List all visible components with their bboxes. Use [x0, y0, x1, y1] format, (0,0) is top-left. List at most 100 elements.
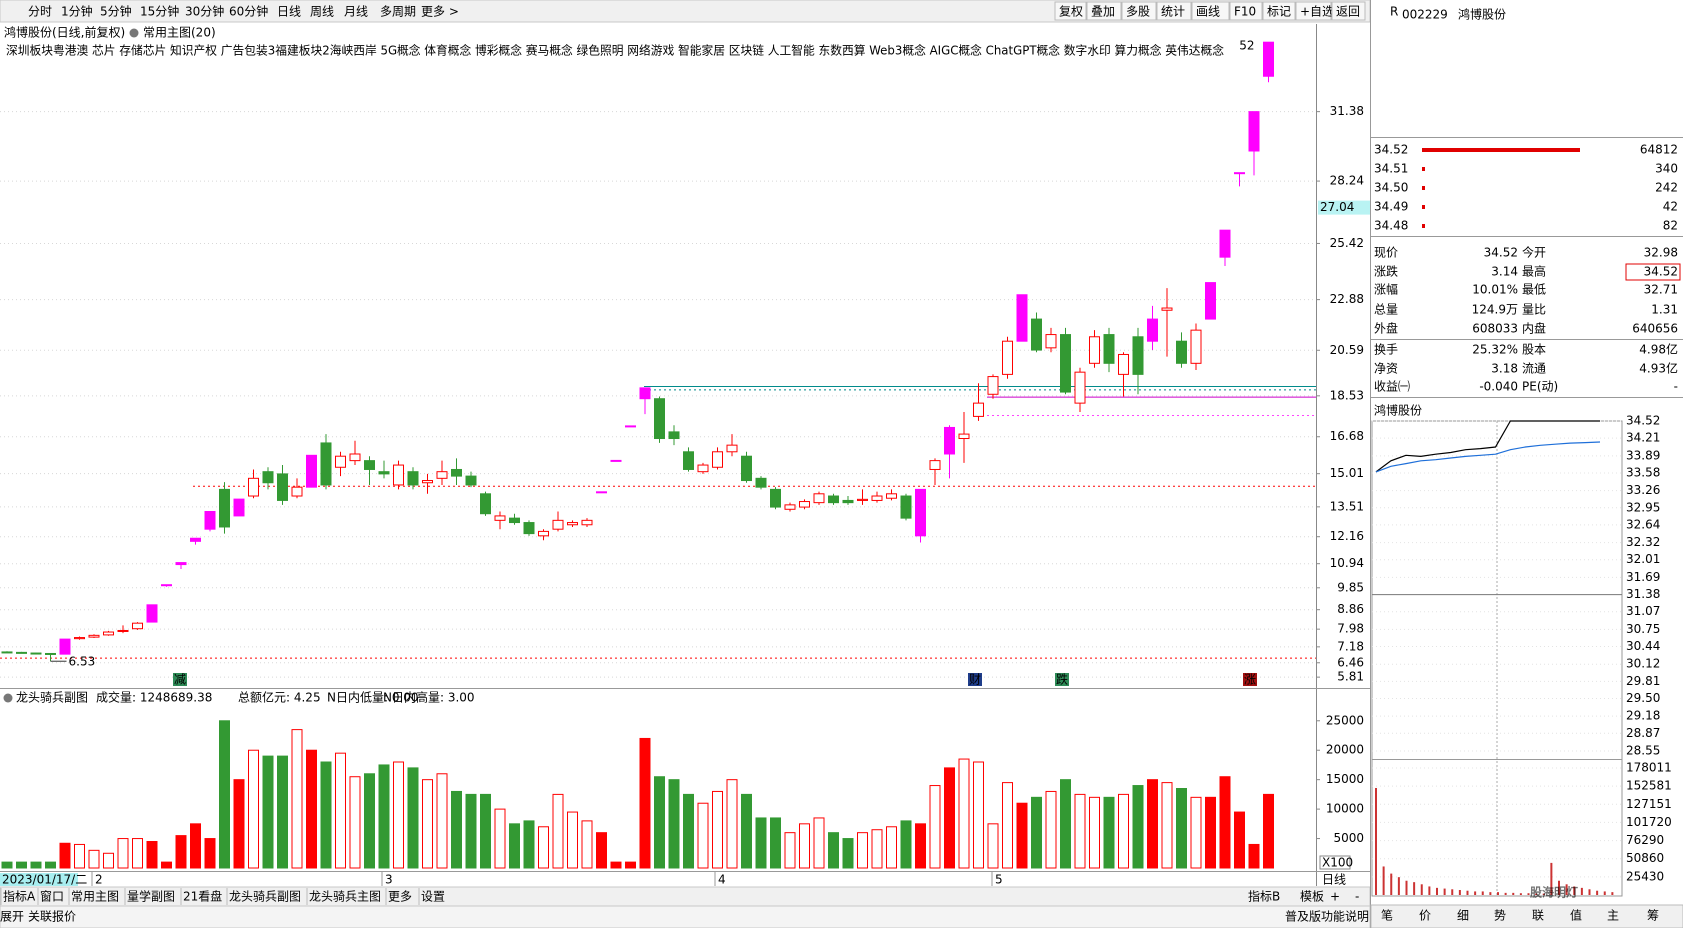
quote-value: 124.9万	[1472, 303, 1518, 317]
volume-bar	[1002, 782, 1013, 869]
period-tab[interactable]: 5分钟	[100, 4, 132, 19]
status-item[interactable]: 关联报价	[28, 909, 76, 924]
candle-body	[596, 491, 607, 494]
period-tab[interactable]: 1分钟	[61, 4, 93, 19]
intraday-line	[1375, 420, 1600, 473]
candle-body	[1132, 336, 1144, 375]
y-tick-label: 20.59	[1330, 343, 1364, 357]
tool-button[interactable]	[1262, 1, 1296, 21]
bottom-tab[interactable]: 更多	[388, 890, 412, 904]
bottom-tab[interactable]: 龙头骑兵主图	[309, 890, 381, 904]
y-tick-label: 5000	[1333, 831, 1364, 845]
period-tab[interactable]: 60分钟	[229, 4, 268, 19]
status-item[interactable]: 展开	[0, 910, 24, 924]
tool-button[interactable]	[1331, 1, 1366, 21]
period-tab[interactable]: 15分钟	[140, 4, 179, 19]
candle-body	[581, 519, 593, 526]
quote-tab[interactable]: 细	[1457, 909, 1469, 923]
volume-bar	[1234, 811, 1245, 869]
quote-tab[interactable]: 主	[1607, 909, 1619, 923]
volume-bar	[1074, 793, 1086, 869]
quote-label: 收益㈠	[1374, 380, 1410, 394]
bid-volume: 340	[1655, 162, 1678, 176]
volume-bar	[755, 817, 767, 869]
candle-body	[697, 464, 709, 473]
quote-tab[interactable]: 联	[1532, 909, 1544, 923]
tool-button[interactable]	[1086, 1, 1122, 21]
bid-price: 34.52	[1374, 143, 1408, 157]
tool-label[interactable]: 叠加	[1091, 5, 1115, 19]
candle-body	[973, 402, 984, 417]
period-tab[interactable]: 更多 >	[421, 5, 459, 19]
candle-body	[190, 537, 201, 542]
bottom-tab[interactable]: -	[1355, 890, 1359, 904]
bottom-tab[interactable]: 指标B	[1248, 889, 1280, 904]
quote-value: 4.93亿	[1639, 361, 1678, 376]
mini-y-label: 31.69	[1626, 570, 1660, 584]
tool-button[interactable]	[1156, 1, 1192, 21]
bottom-tab[interactable]: 常用主图	[71, 890, 119, 904]
volume-bar	[378, 764, 390, 869]
tool-button[interactable]	[1191, 1, 1230, 21]
tool-label[interactable]: 画线	[1196, 5, 1220, 19]
bottom-tab[interactable]: 模板	[1300, 890, 1324, 904]
tool-label[interactable]: +自选	[1300, 5, 1334, 19]
quote-tab[interactable]: 笔	[1381, 908, 1393, 923]
tool-label[interactable]: 返回	[1336, 5, 1360, 19]
candle-body	[320, 442, 332, 486]
mini-vol-bar	[1573, 886, 1576, 895]
volume-bar	[45, 861, 56, 869]
mini-vol-bar	[1420, 884, 1423, 895]
candle-body	[74, 637, 85, 640]
tool-label[interactable]: 复权	[1059, 5, 1083, 19]
tool-label[interactable]: 多股	[1126, 5, 1150, 19]
volume-bar	[683, 793, 694, 869]
volume-bar	[335, 752, 346, 869]
volume-bar	[233, 779, 245, 869]
period-tab[interactable]: 周线	[310, 5, 334, 19]
quote-tab[interactable]: 值	[1570, 908, 1582, 923]
quote-label: 涨跌	[1374, 264, 1398, 279]
period-tab[interactable]: 日线	[277, 5, 301, 19]
tool-label[interactable]: 标记	[1267, 5, 1291, 19]
mini-y-label: 33.26	[1626, 483, 1660, 497]
candle-body	[1103, 334, 1115, 364]
bottom-tab[interactable]: 指标A	[3, 889, 36, 904]
volume-bar	[451, 790, 462, 869]
quote-label: 流通	[1522, 362, 1546, 376]
cursor-price-box	[1318, 200, 1370, 215]
y-tick-label: 10000	[1326, 802, 1364, 816]
tool-button[interactable]	[1295, 1, 1332, 21]
candle-body	[335, 455, 346, 468]
volume-bar	[146, 841, 158, 869]
bottom-tab[interactable]: 龙头骑兵副图	[229, 890, 301, 904]
candle-body	[277, 473, 288, 501]
bottom-tab[interactable]: 设置	[421, 890, 445, 904]
volume-bar	[1, 861, 13, 869]
bottom-tab[interactable]: 窗口	[40, 890, 64, 904]
candle-body	[1147, 318, 1158, 342]
quote-tab[interactable]: 价	[1419, 909, 1431, 923]
tool-button[interactable]	[1121, 1, 1157, 21]
tool-button[interactable]	[1229, 1, 1263, 21]
bid-volume: 82	[1663, 219, 1678, 233]
bottom-tab[interactable]: 21看盘	[183, 889, 222, 904]
bottom-tab[interactable]: +	[1330, 890, 1340, 904]
period-tab[interactable]: 分时	[28, 5, 52, 19]
quote-value: 608033	[1472, 322, 1518, 336]
tool-button[interactable]	[1054, 1, 1087, 21]
quote-tab[interactable]: 势	[1494, 909, 1506, 923]
quote-tab[interactable]: 筹	[1647, 909, 1659, 923]
period-tab[interactable]: 30分钟	[185, 4, 224, 19]
status-help[interactable]: 普及版功能说明	[1285, 909, 1369, 924]
candle-body	[117, 629, 129, 632]
tool-label[interactable]: F10	[1234, 5, 1256, 19]
candle-body	[364, 460, 375, 470]
period-tab[interactable]: 月线	[344, 5, 368, 19]
bid-price: 34.48	[1374, 219, 1408, 233]
bottom-tab[interactable]: 量学副图	[127, 889, 175, 904]
period-tab[interactable]: 多周期	[380, 5, 416, 19]
tool-label[interactable]: 统计	[1161, 5, 1185, 19]
mini-vol-bar	[1443, 888, 1446, 895]
volume-bar	[987, 823, 999, 869]
